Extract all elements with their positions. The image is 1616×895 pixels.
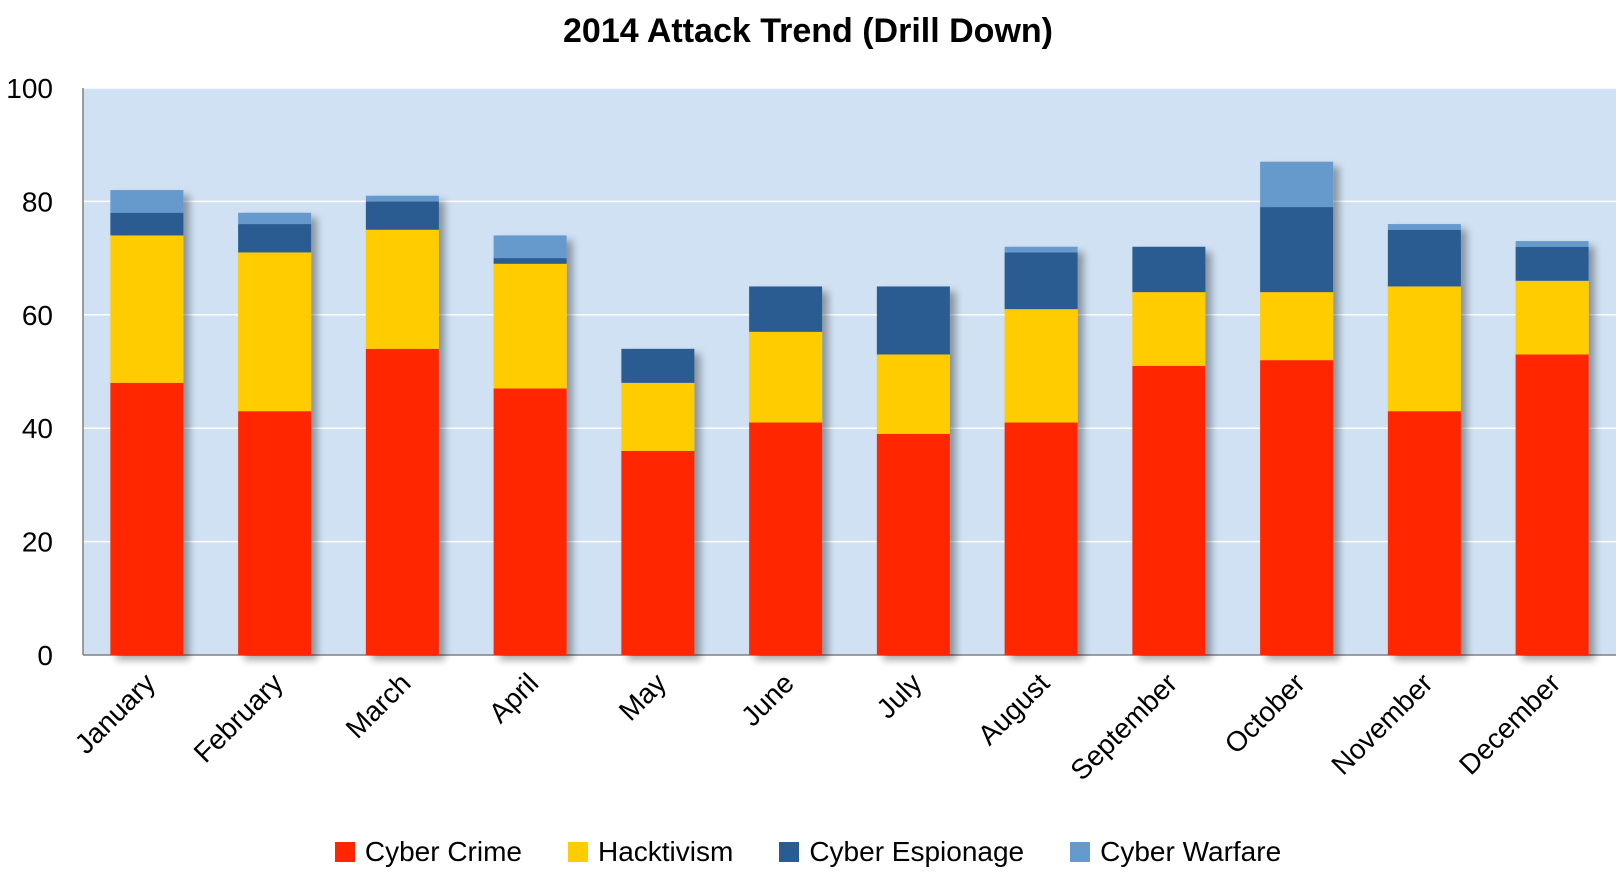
bar-cyber-warfare-october [1260,161,1334,208]
bar-hacktivism-august [1004,309,1078,423]
legend-swatch [334,842,355,862]
bar-cyber-crime-january [110,382,184,655]
bar-stack-march [365,195,439,655]
bar-stack-may [621,348,695,655]
bar-cyber-crime-november [1387,411,1461,655]
x-tick-label: May [613,667,672,726]
bar-hacktivism-june [749,331,823,423]
x-tick-label: December [1453,667,1566,780]
x-tick-label: November [1325,667,1438,780]
bar-cyber-crime-december [1515,354,1589,655]
bar-cyber-warfare-august [1004,246,1078,253]
bar-hacktivism-april [493,263,567,389]
y-tick-label: 20 [22,527,53,558]
x-tick-label: February [188,667,289,768]
bar-cyber-warfare-december [1515,241,1589,247]
legend-item: Hacktivism [567,836,734,868]
bar-cyber-crime-august [1004,422,1078,655]
legend-swatch [779,842,800,862]
bar-hacktivism-september [1132,292,1206,366]
bar-cyber-espionage-september [1132,246,1206,293]
bar-cyber-espionage-february [238,224,312,253]
x-tick-label: June [735,667,800,732]
bar-stack-december [1515,241,1589,655]
legend-item: Cyber Espionage [779,836,1024,868]
x-tick-label: January [69,667,161,759]
bar-cyber-warfare-november [1387,224,1461,230]
bar-cyber-warfare-january [110,190,184,213]
x-tick-label: August [972,667,1056,751]
legend-swatch [567,842,588,862]
bar-cyber-warfare-march [365,195,439,202]
bar-hacktivism-may [621,382,695,451]
bar-cyber-crime-july [876,433,950,655]
bar-cyber-espionage-july [876,286,950,355]
bar-stack-july [876,286,950,655]
bar-stack-november [1387,224,1461,655]
legend-label: Cyber Warfare [1100,836,1282,867]
bar-stack-october [1260,161,1334,655]
legend-label: Hacktivism [597,836,734,867]
bar-hacktivism-july [876,354,950,434]
bar-cyber-espionage-june [749,286,823,332]
bar-stack-february [238,212,312,655]
bar-cyber-warfare-february [238,212,312,225]
bar-cyber-espionage-november [1387,229,1461,287]
legend-item: Cyber Warfare [1070,836,1281,868]
bar-cyber-crime-february [238,411,312,655]
bar-hacktivism-october [1260,292,1334,361]
bar-cyber-espionage-april [493,258,567,264]
bar-cyber-crime-march [365,348,439,655]
bar-hacktivism-january [110,235,184,383]
bar-stack-january [110,190,184,655]
bar-hacktivism-november [1387,286,1461,412]
bar-cyber-espionage-december [1515,246,1589,281]
bar-cyber-crime-october [1260,360,1334,655]
bar-stack-august [1004,246,1078,655]
y-tick-label: 100 [6,73,53,104]
x-tick-label: September [1064,667,1183,786]
legend-item: Cyber Crime [334,836,522,868]
bar-hacktivism-march [365,229,439,349]
legend: Cyber Crime Hacktivism Cyber Espionage Cybe… [0,836,1616,868]
bar-cyber-crime-may [621,450,695,655]
x-tick-label: October [1219,667,1311,759]
bar-stack-june [749,286,823,655]
x-tick-label: March [340,667,417,744]
bar-cyber-espionage-may [621,348,695,383]
bar-cyber-crime-june [749,422,823,655]
legend-label: Cyber Crime [364,836,522,867]
bar-cyber-crime-april [493,388,567,655]
legend-label: Cyber Espionage [809,836,1025,867]
chart-title: 2014 Attack Trend (Drill Down) [563,12,1053,50]
bar-cyber-espionage-october [1260,207,1334,293]
bar-stack-september [1132,246,1206,655]
legend-swatch [1070,842,1091,862]
bar-stack-april [493,235,567,655]
bar-hacktivism-december [1515,280,1589,355]
bar-hacktivism-february [238,252,312,412]
bar-cyber-warfare-april [493,235,567,259]
x-tick-label: July [870,667,927,724]
bar-cyber-espionage-august [1004,252,1078,310]
y-tick-label: 80 [22,186,53,217]
x-tick-label: April [483,667,545,729]
y-tick-label: 40 [22,413,53,444]
y-tick-label: 60 [22,300,53,331]
bar-cyber-crime-september [1132,365,1206,655]
plot-area [83,88,1616,655]
bar-cyber-espionage-january [110,212,184,236]
y-tick-label: 0 [37,640,53,671]
bar-cyber-espionage-march [365,201,439,230]
